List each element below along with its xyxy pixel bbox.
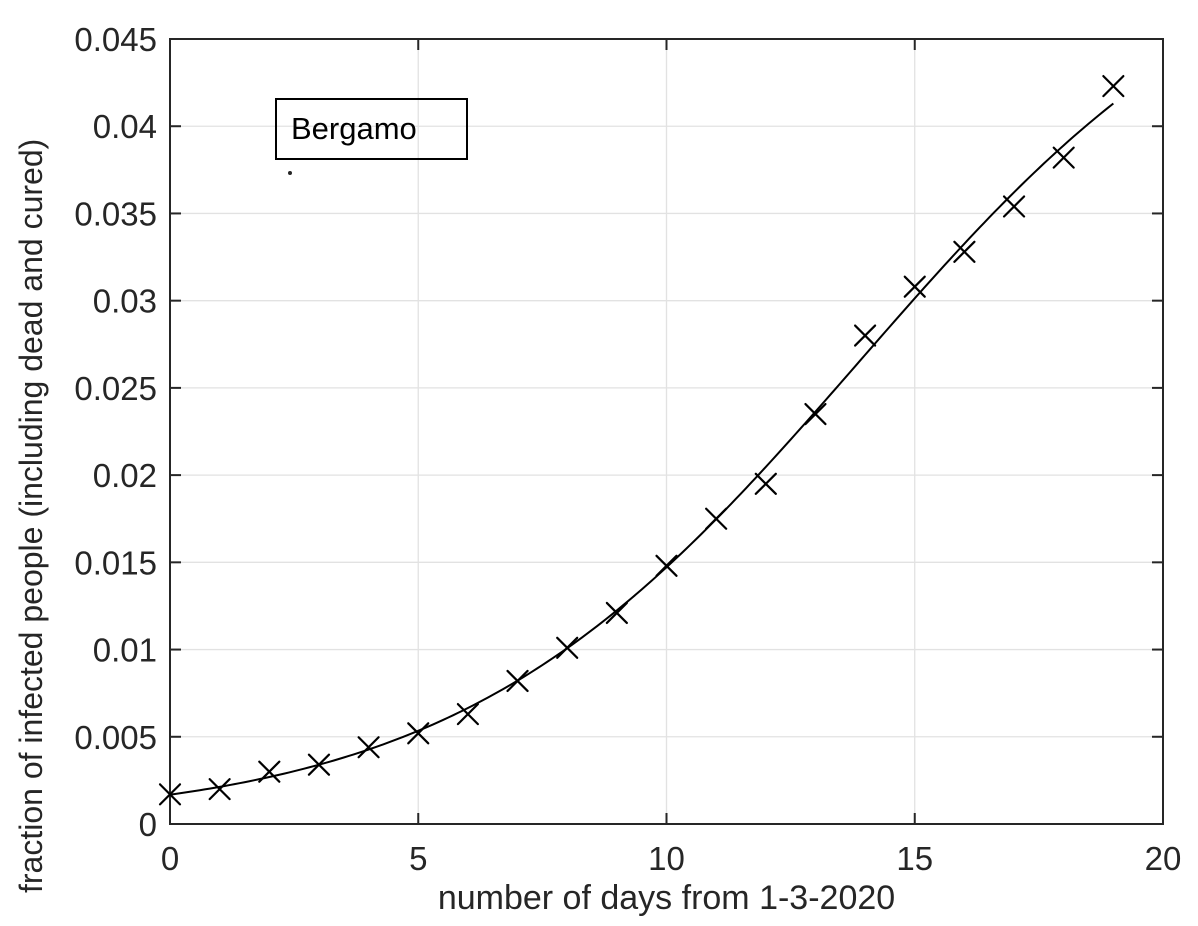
data-marker-x bbox=[1002, 195, 1026, 218]
data-marker-x bbox=[853, 324, 877, 347]
y-tick-label: 0.035 bbox=[74, 195, 157, 232]
x-tick-label: 10 bbox=[648, 840, 685, 877]
data-marker-x bbox=[1052, 146, 1075, 169]
data-marker-x bbox=[208, 778, 231, 801]
x-axis-label: number of days from 1-3-2020 bbox=[437, 879, 896, 917]
data-marker-x bbox=[456, 702, 479, 726]
y-tick-label: 0.04 bbox=[93, 108, 157, 145]
data-marker-x bbox=[307, 753, 331, 776]
y-tick-label: 0.01 bbox=[93, 632, 157, 669]
region-label: Bergamo bbox=[291, 111, 417, 146]
region-label-box: Bergamo bbox=[275, 98, 468, 160]
x-tick-label: 15 bbox=[896, 840, 933, 877]
data-marker-x bbox=[158, 783, 182, 806]
data-marker-x bbox=[655, 554, 678, 577]
data-marker-x bbox=[258, 760, 281, 783]
data-marker-x bbox=[953, 240, 976, 263]
data-marker-x bbox=[357, 736, 380, 759]
data-marker-x bbox=[1102, 74, 1125, 98]
y-tick-label: 0.045 bbox=[74, 21, 157, 58]
data-marker-x bbox=[705, 507, 728, 530]
data-marker-x bbox=[754, 472, 777, 495]
y-tick-label: 0.02 bbox=[93, 457, 157, 494]
data-marker-x bbox=[506, 669, 529, 693]
y-axis-label: fraction of infected people (including d… bbox=[13, 138, 49, 893]
x-tick-label: 20 bbox=[1145, 840, 1182, 877]
y-tick-label: 0.015 bbox=[74, 544, 157, 581]
stray-dot bbox=[288, 171, 292, 175]
data-marker-x bbox=[804, 402, 827, 426]
data-marker-x bbox=[605, 601, 628, 625]
x-tick-label: 0 bbox=[161, 840, 179, 877]
y-tick-label: 0.03 bbox=[93, 283, 157, 320]
y-tick-label: 0.025 bbox=[74, 370, 157, 407]
data-marker-x bbox=[407, 722, 430, 745]
x-tick-label: 5 bbox=[409, 840, 427, 877]
data-marker-x bbox=[556, 636, 579, 659]
fit-curve bbox=[169, 102, 1114, 796]
data-marker-x bbox=[903, 275, 926, 298]
y-tick-label: 0.005 bbox=[74, 719, 157, 756]
y-tick-label: 0 bbox=[139, 806, 157, 843]
